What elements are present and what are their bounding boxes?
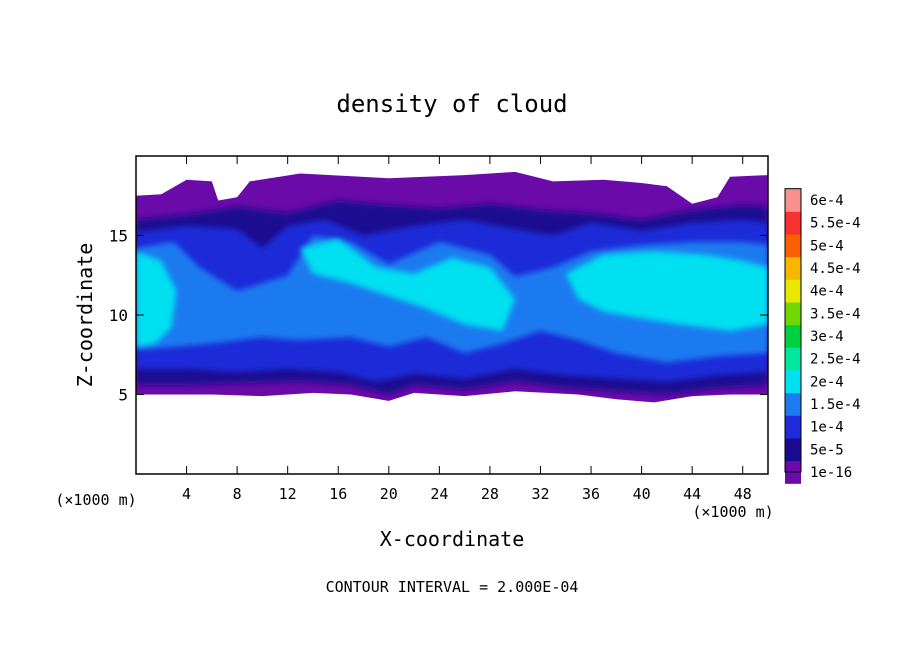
colorbar-swatch	[785, 234, 801, 258]
colorbar-label: 1.5e-4	[810, 397, 861, 413]
core-centre-2e-4	[300, 238, 516, 331]
colorbar-label: 2.5e-4	[810, 352, 861, 368]
x-tick-label: 16	[329, 485, 347, 503]
x-tick-label: 48	[734, 485, 752, 503]
colorbar-label: 5e-5	[810, 442, 844, 458]
x-tick-label: 4	[182, 485, 191, 503]
x-tick-label: 28	[481, 485, 499, 503]
x-tick-label: 24	[430, 485, 448, 503]
x-tick-label: 36	[582, 485, 600, 503]
x-tick-label: 44	[683, 485, 701, 503]
x-tick-label: 32	[531, 485, 549, 503]
colorbar-swatch	[785, 392, 801, 416]
colorbar-swatch	[785, 324, 801, 348]
x-axis: 4 8 12 16 20 24 28 32 36 40 44 48	[182, 156, 752, 503]
y-tick-label: 15	[109, 227, 128, 246]
y-tick-label: 5	[118, 386, 128, 405]
x-tick-label: 40	[633, 485, 651, 503]
core-right-2e-4	[565, 251, 768, 331]
x-tick-label: 12	[279, 485, 297, 503]
colorbar-label: 1e-16	[810, 465, 852, 481]
colorbar: 1e-16 5e-5 1e-4 1.5e-4 2e-4 2.5e-4 3e-4 3.5e-4 4…	[784, 188, 861, 484]
colorbar-swatch	[785, 211, 801, 235]
colorbar-label: 6e-4	[810, 193, 844, 209]
colorbar-swatch	[785, 188, 801, 212]
colorbar-frame	[784, 188, 802, 473]
y-axis-label: Z-coordinate	[73, 243, 97, 388]
x-axis-label: X-coordinate	[380, 527, 525, 551]
colorbar-swatch	[785, 370, 801, 394]
colorbar-label: 2e-4	[810, 374, 844, 390]
y-tick-label: 10	[109, 306, 128, 325]
core-left-2e-4	[136, 251, 177, 347]
y-axis: 5 10 15	[109, 227, 768, 405]
colorbar-label: 4e-4	[810, 284, 844, 300]
x-tick-label: 20	[380, 485, 398, 503]
x-unit-label-left: (×1000 m)	[55, 491, 136, 509]
colorbar-swatch	[785, 256, 801, 280]
colorbar-swatch	[785, 415, 801, 439]
colorbar-swatch	[785, 438, 801, 462]
colorbar-swatch	[785, 347, 801, 371]
colorbar-swatch	[785, 279, 801, 303]
chart-title: density of cloud	[336, 90, 567, 118]
colorbar-label: 5.5e-4	[810, 216, 861, 232]
x-tick-label: 8	[233, 485, 242, 503]
colorbar-label: 4.5e-4	[810, 261, 861, 277]
colorbar-label: 5e-4	[810, 238, 844, 254]
density-field	[136, 171, 768, 403]
colorbar-label: 3.5e-4	[810, 306, 861, 322]
colorbar-swatch	[785, 302, 801, 326]
colorbar-label: 1e-4	[810, 420, 844, 436]
x-unit-label-right: (×1000 m)	[692, 503, 773, 521]
contour-interval-note: CONTOUR INTERVAL = 2.000E-04	[326, 578, 579, 596]
colorbar-label: 3e-4	[810, 329, 844, 345]
